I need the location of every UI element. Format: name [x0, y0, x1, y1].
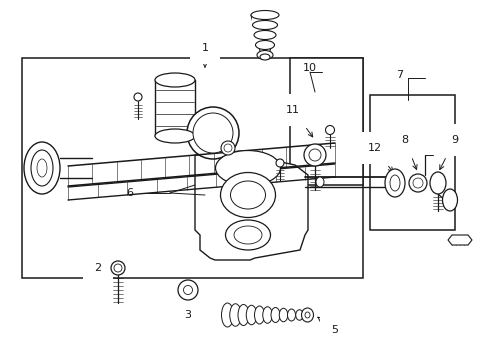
- Ellipse shape: [308, 149, 320, 161]
- Text: 8: 8: [401, 135, 416, 170]
- Ellipse shape: [134, 93, 142, 101]
- Ellipse shape: [255, 41, 274, 50]
- Ellipse shape: [254, 306, 264, 324]
- Ellipse shape: [220, 172, 275, 217]
- Ellipse shape: [295, 310, 303, 320]
- Text: 12: 12: [367, 143, 392, 172]
- Ellipse shape: [252, 21, 277, 30]
- Bar: [289, 58, 362, 185]
- Text: 7: 7: [396, 70, 403, 80]
- Ellipse shape: [246, 305, 256, 325]
- Ellipse shape: [225, 220, 270, 250]
- Ellipse shape: [215, 150, 280, 185]
- Ellipse shape: [111, 261, 125, 275]
- Ellipse shape: [262, 307, 272, 323]
- Text: 4: 4: [263, 23, 270, 48]
- Ellipse shape: [408, 174, 426, 192]
- Ellipse shape: [270, 307, 280, 323]
- Ellipse shape: [193, 113, 232, 153]
- Ellipse shape: [183, 285, 192, 294]
- Polygon shape: [195, 155, 307, 260]
- Ellipse shape: [178, 280, 198, 300]
- Ellipse shape: [224, 144, 231, 152]
- Polygon shape: [447, 235, 471, 245]
- Ellipse shape: [230, 181, 265, 209]
- Ellipse shape: [287, 309, 295, 321]
- Ellipse shape: [24, 142, 60, 194]
- Ellipse shape: [442, 189, 457, 211]
- Ellipse shape: [275, 159, 284, 167]
- Ellipse shape: [257, 50, 272, 59]
- Ellipse shape: [412, 178, 422, 188]
- Ellipse shape: [31, 150, 53, 186]
- Ellipse shape: [301, 308, 313, 322]
- Ellipse shape: [221, 303, 233, 327]
- Ellipse shape: [238, 305, 248, 325]
- Ellipse shape: [186, 107, 239, 159]
- Bar: [369, 95, 454, 230]
- Ellipse shape: [279, 308, 287, 322]
- Ellipse shape: [155, 129, 195, 143]
- Text: 1: 1: [201, 43, 208, 67]
- Text: 9: 9: [439, 135, 458, 170]
- Text: 2: 2: [94, 262, 115, 273]
- Text: 3: 3: [184, 296, 191, 320]
- Ellipse shape: [250, 10, 279, 19]
- Text: 11: 11: [285, 105, 312, 137]
- Ellipse shape: [234, 226, 262, 244]
- Ellipse shape: [155, 73, 195, 87]
- Ellipse shape: [37, 159, 47, 177]
- Ellipse shape: [221, 141, 235, 155]
- Ellipse shape: [325, 126, 334, 135]
- Ellipse shape: [305, 312, 309, 318]
- Text: 10: 10: [303, 63, 316, 73]
- Ellipse shape: [260, 54, 269, 60]
- Text: 5: 5: [317, 317, 338, 335]
- Ellipse shape: [315, 177, 324, 187]
- Ellipse shape: [253, 31, 275, 40]
- Ellipse shape: [229, 304, 241, 326]
- Text: 6: 6: [126, 188, 133, 198]
- Ellipse shape: [429, 172, 445, 194]
- Ellipse shape: [384, 169, 404, 197]
- Ellipse shape: [304, 144, 325, 166]
- Ellipse shape: [114, 264, 122, 272]
- Bar: [22, 58, 362, 278]
- Ellipse shape: [389, 175, 399, 191]
